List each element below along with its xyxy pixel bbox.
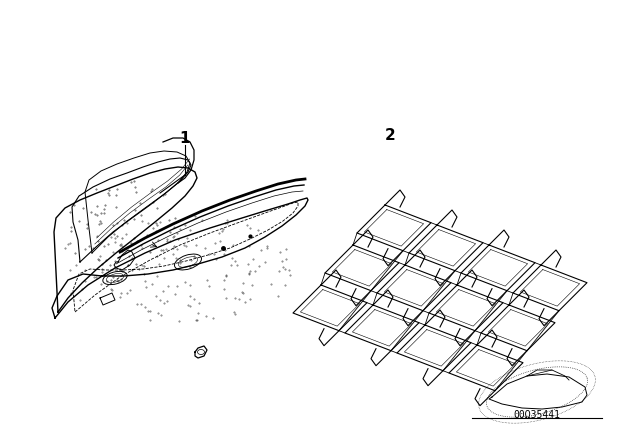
Text: 00Ω35441: 00Ω35441 [513,410,561,420]
Text: 1: 1 [180,130,190,146]
Text: 2: 2 [385,128,396,142]
